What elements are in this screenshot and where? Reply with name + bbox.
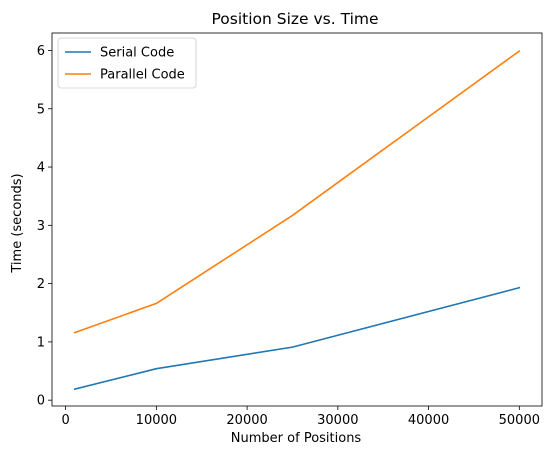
x-tick-label: 0 [61, 413, 69, 428]
y-tick-label: 1 [37, 335, 45, 350]
y-tick-label: 5 [37, 102, 45, 117]
x-axis-label: Number of Positions [231, 431, 362, 446]
legend-label: Parallel Code [100, 68, 185, 83]
legend: Serial Code Parallel Code [58, 38, 196, 88]
y-tick-label: 6 [37, 44, 45, 59]
chart-title: Position Size vs. Time [211, 10, 378, 28]
x-tick-label: 10000 [136, 413, 177, 428]
x-tick-label: 50000 [499, 413, 540, 428]
y-tick-label: 3 [37, 219, 45, 234]
y-tick-label: 0 [37, 394, 45, 409]
x-tick-label: 40000 [408, 413, 449, 428]
x-tick-label: 20000 [226, 413, 267, 428]
x-tick-label: 30000 [317, 413, 358, 428]
y-axis-label: Time (seconds) [10, 173, 25, 273]
y-tick-label: 2 [37, 277, 45, 292]
y-tick-label: 4 [37, 161, 45, 176]
legend-label: Serial Code [100, 46, 174, 61]
